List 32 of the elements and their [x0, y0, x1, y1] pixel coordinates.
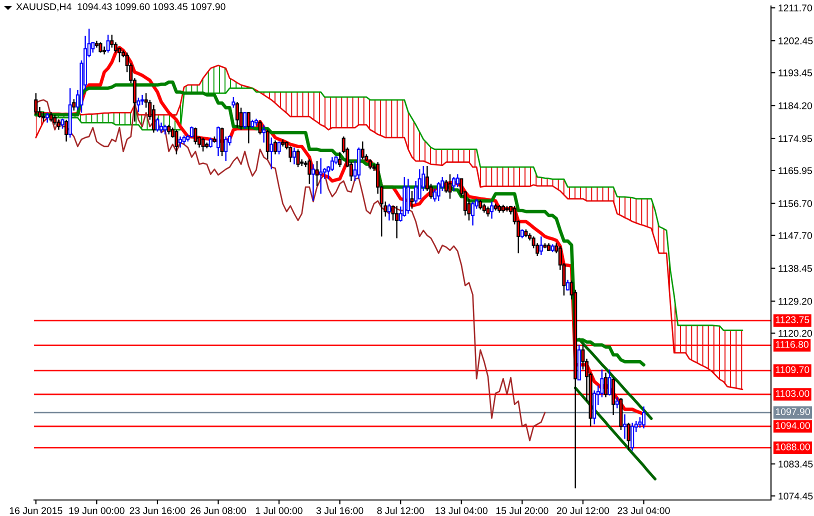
- y-tick-label: 1202.45: [778, 37, 813, 44]
- y-tick-label: 1147.70: [778, 232, 812, 240]
- y-tick-label: 1174.95: [778, 135, 812, 142]
- x-tick-label: 1 Jul 00:00: [256, 506, 302, 514]
- x-tick-label: 3 Jul 16:00: [316, 506, 364, 514]
- x-tick-label: 23 Jun 16:00: [130, 507, 186, 514]
- x-tick-label: 19 Jun 00:00: [69, 507, 124, 514]
- x-tick-label: 15 Jul 20:00: [496, 506, 548, 514]
- x-tick-label: 20 Jul 12:00: [556, 506, 610, 514]
- chart-title: XAUUSD,H4 1094.43 1099.60 1093.45 1097.90: [16, 3, 226, 12]
- y-tick-label: 1083.45: [778, 460, 813, 468]
- y-tick-label: 1120.20: [778, 330, 812, 337]
- ref-line-label: 1109.70: [776, 366, 810, 374]
- x-tick-label: 23 Jul 04:00: [618, 506, 670, 514]
- y-tick-label: 1193.45: [778, 69, 812, 76]
- y-tick-label: 1129.20: [778, 298, 812, 305]
- ref-line-label: 1123.75: [776, 316, 810, 324]
- x-tick-label: 16 Jun 2015: [10, 507, 62, 514]
- y-tick-label: 1074.45: [778, 492, 813, 500]
- ref-line-label: 1097.90: [776, 408, 810, 416]
- y-tick-label: 1211.70: [778, 4, 812, 12]
- ref-line-label: 1103.00: [776, 390, 810, 397]
- y-tick-label: 1165.95: [778, 167, 812, 174]
- y-tick-label: 1184.20: [778, 102, 812, 110]
- ref-line-label: 1094.00: [776, 422, 810, 429]
- x-tick-label: 13 Jul 04:00: [436, 506, 488, 514]
- y-tick-label: 1156.70: [778, 200, 812, 208]
- x-tick-label: 26 Jun 08:00: [190, 507, 246, 514]
- ref-line-label: 1088.00: [776, 443, 810, 450]
- ref-line-label: 1116.80: [776, 341, 808, 348]
- y-tick-label: 1138.45: [778, 265, 812, 272]
- x-tick-label: 8 Jul 12:00: [377, 506, 424, 514]
